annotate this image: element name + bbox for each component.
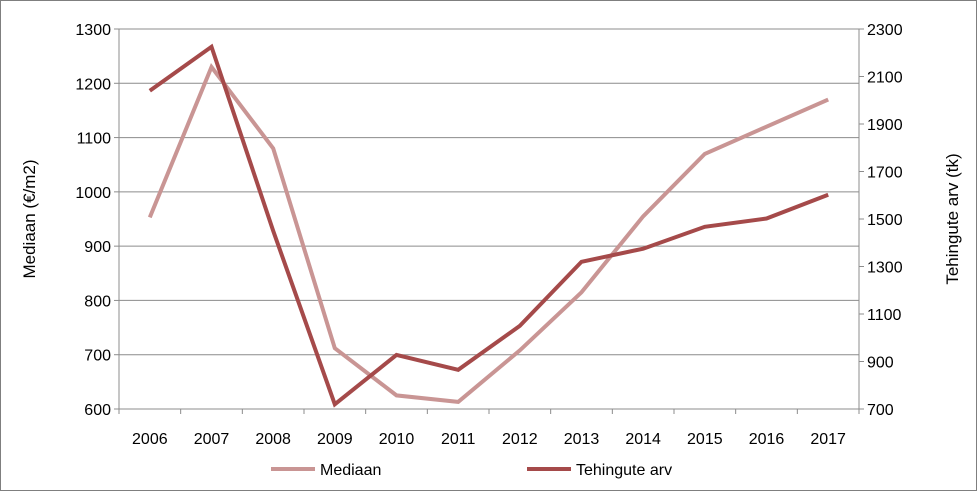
right-tick-label: 1500 bbox=[867, 212, 903, 229]
left-tick-label: 1100 bbox=[77, 131, 112, 148]
right-tick-label: 1100 bbox=[867, 307, 902, 324]
x-tick-label: 2010 bbox=[379, 431, 415, 448]
right-tick-label: 900 bbox=[867, 355, 894, 372]
right-tick-label: 700 bbox=[867, 402, 894, 419]
x-axis-ticks: 2006 2007 2008 2009 2010 2011 2012 2013 2014 2015… bbox=[118, 409, 860, 448]
left-tick-label: 700 bbox=[84, 348, 111, 365]
x-tick-label: 2016 bbox=[749, 431, 785, 448]
x-tick-label: 2017 bbox=[810, 431, 846, 448]
right-axis-ticks: 700 900 1100 1300 1500 1700 1900 2100 2300 bbox=[859, 22, 903, 419]
left-tick-label: 1000 bbox=[75, 185, 111, 202]
y2-axis-title: Tehingute arv (tk) bbox=[943, 153, 962, 284]
x-tick-label: 2014 bbox=[625, 431, 661, 448]
right-tick-label: 2300 bbox=[867, 22, 903, 39]
left-axis-ticks: 600 700 800 900 1000 1100 1200 1300 bbox=[75, 22, 119, 419]
right-tick-label: 1700 bbox=[867, 165, 903, 182]
x-tick-label: 2007 bbox=[194, 431, 230, 448]
left-tick-label: 900 bbox=[84, 239, 111, 256]
legend-label-2: Tehingute arv bbox=[576, 462, 672, 479]
right-tick-label: 1300 bbox=[867, 260, 903, 277]
x-tick-label: 2012 bbox=[502, 431, 538, 448]
left-tick-label: 600 bbox=[84, 402, 111, 419]
series-line-2 bbox=[148, 43, 829, 408]
right-tick-label: 1900 bbox=[867, 117, 903, 134]
left-tick-label: 1200 bbox=[75, 76, 111, 93]
series-lines bbox=[147, 43, 830, 408]
series-line-1 bbox=[147, 63, 830, 404]
x-tick-label: 2013 bbox=[564, 431, 600, 448]
x-tick-label: 2008 bbox=[255, 431, 291, 448]
legend-label-1: Mediaan bbox=[320, 462, 381, 479]
legend: Mediaan Tehingute arv bbox=[271, 462, 672, 479]
x-tick-label: 2015 bbox=[687, 431, 723, 448]
x-tick-label: 2009 bbox=[317, 431, 353, 448]
x-tick-label: 2011 bbox=[441, 431, 476, 448]
left-tick-label: 1300 bbox=[75, 22, 111, 39]
x-tick-label: 2006 bbox=[132, 431, 168, 448]
right-tick-label: 2100 bbox=[867, 70, 903, 87]
y-axis-title: Mediaan (€/m2) bbox=[20, 159, 39, 278]
left-tick-label: 800 bbox=[84, 293, 111, 310]
